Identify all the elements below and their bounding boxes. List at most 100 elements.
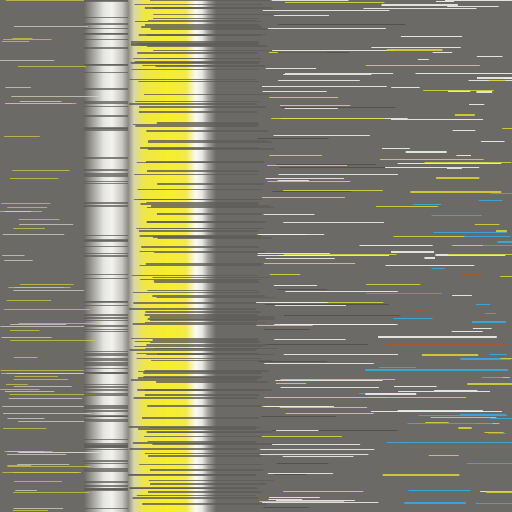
streak (84, 405, 128, 407)
streak (136, 162, 265, 163)
streak (4, 211, 32, 212)
streak (417, 59, 429, 60)
streak (9, 178, 59, 179)
streak (84, 255, 128, 257)
streak (454, 114, 475, 116)
streak (376, 206, 439, 207)
streak (139, 106, 266, 108)
streak (84, 384, 128, 385)
streak (421, 354, 479, 356)
streak (424, 162, 488, 163)
streak (264, 397, 388, 398)
streak (131, 275, 258, 276)
streak (13, 379, 69, 380)
streak (264, 263, 356, 264)
streak (84, 463, 128, 464)
streak (0, 60, 55, 61)
streak (15, 490, 38, 491)
streak (472, 328, 492, 329)
streak (153, 280, 259, 282)
streak (1, 337, 52, 338)
streak (84, 157, 128, 159)
streak (144, 394, 260, 396)
streak (7, 454, 67, 455)
streak (128, 474, 257, 475)
streak (18, 219, 60, 220)
streak (435, 236, 511, 237)
streak (151, 205, 271, 207)
streak (153, 18, 260, 19)
streak (3, 39, 52, 40)
streak (275, 380, 383, 381)
streak (2, 234, 65, 235)
streak (134, 174, 259, 175)
streak (278, 80, 360, 81)
streak (146, 35, 259, 36)
streak (84, 489, 128, 490)
streak (4, 451, 53, 452)
streak (393, 318, 433, 319)
streak (436, 177, 480, 179)
streak (144, 389, 273, 391)
streak (405, 151, 447, 153)
streak (488, 80, 506, 81)
streak (84, 101, 128, 102)
streak (147, 405, 263, 407)
streak (84, 205, 128, 207)
streak (432, 52, 453, 53)
streak (84, 354, 128, 356)
streak (274, 339, 346, 340)
streak (84, 203, 128, 204)
streak (5, 0, 91, 1)
streak (13, 228, 45, 229)
streak (148, 140, 267, 141)
streak (14, 376, 58, 377)
streak (84, 394, 128, 396)
streak (130, 379, 257, 381)
streak (139, 265, 262, 266)
streak (129, 448, 258, 450)
streak (476, 56, 503, 57)
streak (265, 258, 335, 259)
streak (428, 455, 459, 456)
streak (283, 254, 397, 255)
streak (84, 89, 128, 90)
streak (433, 232, 507, 233)
streak (130, 43, 258, 45)
streak (84, 372, 128, 374)
streak (131, 69, 259, 70)
streak (84, 28, 128, 29)
streak (269, 155, 322, 156)
streak (411, 423, 493, 424)
streak (266, 344, 368, 345)
streak (84, 253, 128, 254)
streak (283, 315, 401, 316)
streak (19, 452, 101, 453)
streak (13, 386, 72, 387)
streak (257, 138, 329, 139)
streak (133, 199, 262, 200)
streak (84, 169, 128, 171)
streak (485, 313, 497, 314)
streak (430, 417, 497, 418)
streak (386, 442, 512, 443)
streak (8, 398, 83, 399)
streak (451, 331, 483, 332)
streak (84, 274, 128, 275)
streak (267, 165, 348, 166)
streak (267, 28, 386, 29)
streak (132, 323, 257, 325)
streak (385, 167, 480, 168)
streak (11, 96, 100, 97)
streak (136, 358, 261, 359)
streak (134, 61, 261, 63)
streak (143, 94, 271, 95)
streak (415, 73, 512, 74)
streak (452, 245, 483, 246)
streak (274, 324, 396, 325)
streak (84, 410, 128, 411)
streak (130, 41, 259, 43)
streak (138, 428, 257, 430)
streak (3, 309, 91, 310)
